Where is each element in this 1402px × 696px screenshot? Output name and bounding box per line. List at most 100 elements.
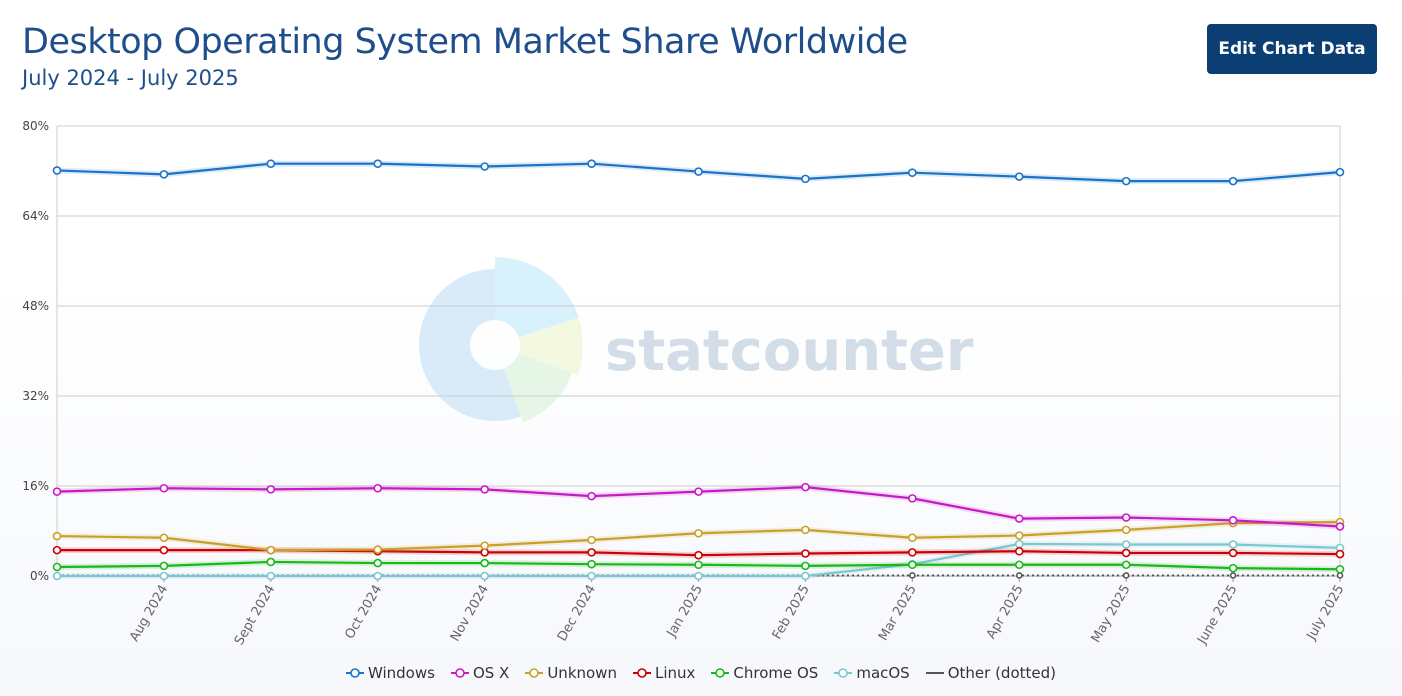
data-point[interactable] [587, 159, 596, 168]
legend-item-os-x[interactable]: OS X [450, 664, 509, 682]
data-point[interactable] [1121, 560, 1131, 570]
data-point[interactable] [694, 571, 703, 581]
x-tick-label: Oct 2024 [342, 583, 385, 642]
data-point[interactable] [52, 562, 62, 572]
legend-marker-icon [711, 668, 730, 678]
watermark-slice [418, 269, 521, 421]
data-point[interactable] [1014, 560, 1024, 570]
data-point[interactable] [373, 545, 383, 554]
data-point[interactable] [694, 487, 703, 496]
data-point[interactable] [159, 561, 169, 571]
data-point[interactable] [1014, 531, 1024, 540]
data-point[interactable] [373, 571, 383, 581]
data-point[interactable] [908, 548, 917, 557]
data-point[interactable] [266, 571, 276, 581]
data-point[interactable] [1228, 516, 1238, 525]
data-point[interactable] [373, 159, 383, 168]
data-point[interactable] [801, 174, 810, 184]
data-point[interactable] [1121, 513, 1131, 522]
data-point[interactable] [1336, 572, 1344, 579]
chart-series [52, 159, 1345, 581]
data-point[interactable] [266, 545, 276, 555]
x-tick-label: Nov 2024 [448, 583, 492, 645]
data-point[interactable] [1014, 546, 1024, 556]
data-point[interactable] [1335, 564, 1345, 574]
data-point[interactable] [159, 571, 169, 581]
data-point[interactable] [908, 168, 917, 177]
data-point[interactable] [1335, 522, 1345, 531]
data-point[interactable] [694, 528, 703, 538]
series-os-x [52, 482, 1345, 531]
data-point[interactable] [1228, 563, 1238, 573]
data-point[interactable] [801, 571, 810, 581]
data-point[interactable] [908, 494, 917, 503]
chart-subtitle: July 2024 - July 2025 [22, 66, 239, 90]
legend-item-other-dotted[interactable]: Other (dotted) [925, 664, 1056, 682]
data-point[interactable] [480, 558, 489, 568]
data-point[interactable] [480, 571, 489, 581]
data-point[interactable] [266, 557, 276, 567]
data-point[interactable] [801, 482, 810, 492]
data-point[interactable] [266, 159, 276, 168]
legend-label: Other (dotted) [947, 664, 1056, 682]
data-point[interactable] [1014, 172, 1024, 181]
data-point[interactable] [587, 559, 596, 569]
data-point[interactable] [1014, 539, 1024, 549]
edit-chart-data-button[interactable]: Edit Chart Data [1207, 24, 1377, 74]
data-point[interactable] [909, 572, 916, 579]
data-point[interactable] [480, 485, 489, 494]
data-point[interactable] [373, 483, 383, 493]
data-point[interactable] [266, 485, 276, 494]
series-chrome-os [52, 557, 1345, 574]
data-point[interactable] [1335, 549, 1345, 559]
data-point[interactable] [373, 558, 383, 568]
watermark-text: statcounter [605, 319, 974, 384]
data-point[interactable] [52, 545, 62, 555]
data-point[interactable] [52, 166, 62, 175]
data-point[interactable] [52, 487, 62, 496]
data-point[interactable] [1335, 167, 1345, 177]
data-point[interactable] [480, 541, 489, 550]
x-tick-label: Feb 2025 [770, 583, 813, 643]
data-point[interactable] [908, 560, 917, 570]
data-point[interactable] [587, 548, 596, 557]
data-point[interactable] [1014, 514, 1024, 523]
data-point[interactable] [159, 545, 169, 555]
data-point[interactable] [1121, 525, 1131, 535]
data-point[interactable] [159, 483, 169, 493]
data-point[interactable] [801, 549, 810, 558]
legend-item-chrome-os[interactable]: Chrome OS [711, 664, 818, 682]
data-point[interactable] [694, 560, 703, 570]
data-point[interactable] [908, 533, 917, 543]
data-point[interactable] [1229, 572, 1237, 579]
data-point[interactable] [1228, 540, 1238, 549]
legend-item-macos[interactable]: macOS [834, 664, 910, 682]
data-point[interactable] [1228, 548, 1238, 558]
legend-item-linux[interactable]: Linux [632, 664, 695, 682]
data-point[interactable] [587, 535, 596, 545]
data-point[interactable] [587, 571, 596, 581]
data-point[interactable] [1121, 176, 1131, 186]
watermark-slice [495, 257, 579, 338]
data-point[interactable] [480, 162, 489, 171]
data-point[interactable] [1015, 572, 1023, 579]
legend-label: macOS [856, 664, 910, 682]
data-point[interactable] [801, 561, 810, 571]
data-point[interactable] [694, 550, 703, 560]
data-point[interactable] [1122, 572, 1130, 579]
data-point[interactable] [1228, 176, 1238, 186]
data-point[interactable] [694, 167, 703, 176]
data-point[interactable] [1121, 548, 1131, 558]
data-point[interactable] [52, 571, 62, 581]
data-point[interactable] [587, 491, 596, 501]
x-tick-label: Apr 2025 [984, 583, 1027, 642]
legend-item-unknown[interactable]: Unknown [525, 664, 617, 682]
data-point[interactable] [801, 525, 810, 535]
data-point[interactable] [159, 170, 169, 179]
data-point[interactable] [1121, 540, 1131, 549]
data-point[interactable] [159, 533, 169, 543]
line-chart: statcounter 0% 16% 32% 48% 64% 80% Aug 2024 Se… [22, 119, 1347, 648]
data-point[interactable] [52, 531, 62, 541]
legend-item-windows[interactable]: Windows [345, 664, 435, 682]
y-tick-label: 64% [22, 209, 49, 223]
